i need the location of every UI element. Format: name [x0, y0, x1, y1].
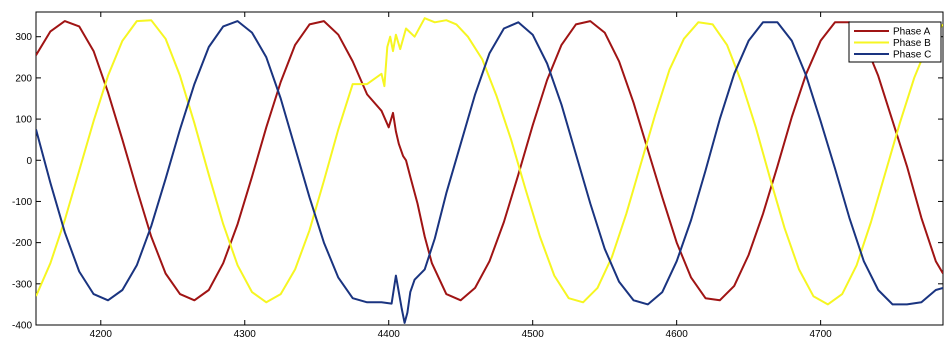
x-tick-label: 4600	[666, 329, 689, 340]
legend-label: Phase C	[893, 50, 931, 61]
legend-label: Phase B	[893, 38, 931, 49]
y-tick-label: 100	[15, 115, 32, 126]
series-layer	[36, 17, 943, 324]
y-tick-label: -200	[12, 238, 32, 249]
x-tick-label: 4500	[522, 329, 545, 340]
y-tick-label: 0	[26, 156, 32, 167]
y-tick-label: 300	[15, 32, 32, 43]
x-tick-label: 4400	[378, 329, 401, 340]
legend-label: Phase A	[893, 27, 931, 38]
y-tick-label: 200	[15, 73, 32, 84]
series-line-phase-a	[36, 20, 943, 302]
series-line-phase-c	[36, 20, 943, 324]
plot-area	[35, 11, 944, 326]
series-line-phase-b	[36, 17, 943, 306]
y-tick-label: -300	[12, 279, 32, 290]
x-tick-label: 4200	[90, 329, 113, 340]
axes: 300 200 100 0 -100 -200 -300 -400 4200 4300 4400 45…	[12, 11, 944, 340]
x-tick-label: 4700	[810, 329, 833, 340]
y-tick-label: -400	[12, 321, 32, 332]
x-tick-label: 4300	[234, 329, 257, 340]
y-tick-label: -100	[12, 197, 32, 208]
